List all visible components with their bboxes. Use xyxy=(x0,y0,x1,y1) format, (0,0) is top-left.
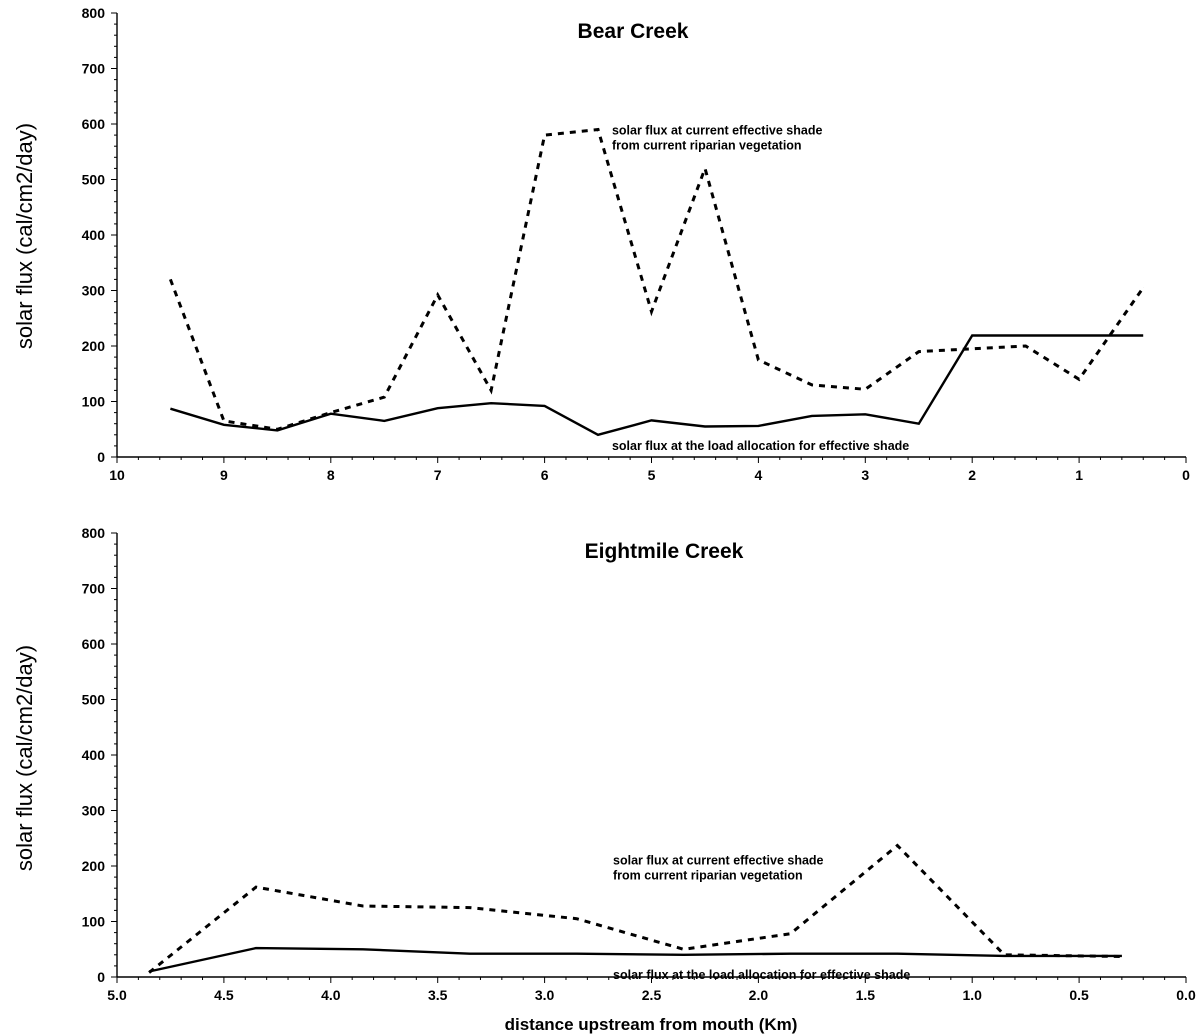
x-tick-label: 0.5 xyxy=(1069,987,1089,1003)
chart-title: Eightmile Creek xyxy=(585,540,744,563)
series-line-load-allocation xyxy=(148,946,1122,973)
x-axis-label: distance upstream from mouth (Km) xyxy=(505,1015,798,1034)
x-tick-label: 1.5 xyxy=(856,987,876,1003)
x-tick-label: 7 xyxy=(434,467,442,483)
annotation-text: from current riparian vegetation xyxy=(612,139,802,153)
y-tick-label: 500 xyxy=(82,172,106,188)
y-tick-label: 100 xyxy=(82,914,106,930)
x-tick-label: 9 xyxy=(220,467,228,483)
chart-title: Bear Creek xyxy=(578,20,689,43)
x-tick-label: 8 xyxy=(327,467,335,483)
annotation-text: solar flux at the load allocation for ef… xyxy=(612,439,909,453)
annotation-text: solar flux at the load allocation for ef… xyxy=(613,968,910,982)
y-tick-label: 0 xyxy=(97,449,105,465)
y-tick-label: 600 xyxy=(82,116,106,132)
y-tick-label: 200 xyxy=(82,858,106,874)
x-tick-label: 0 xyxy=(1182,467,1190,483)
x-tick-label: 4 xyxy=(755,467,763,483)
y-axis-label: solar flux (cal/cm2/day) xyxy=(12,123,37,349)
y-tick-label: 800 xyxy=(82,5,106,21)
x-tick-label: 2.5 xyxy=(642,987,662,1003)
annotation-text: solar flux at current effective shade xyxy=(612,124,823,138)
y-tick-label: 200 xyxy=(82,338,106,354)
x-tick-label: 2.0 xyxy=(749,987,769,1003)
panel-eightmile-creek: Eightmile Creek solar flux (cal/cm2/day)… xyxy=(12,525,1196,1034)
series-line-current-shade xyxy=(168,127,1145,431)
y-tick-label: 600 xyxy=(82,636,106,652)
series-line-load-allocation xyxy=(170,334,1144,437)
x-tick-label: 6 xyxy=(541,467,549,483)
y-tick-label: 700 xyxy=(82,581,106,597)
x-tick-label: 5 xyxy=(648,467,656,483)
x-tick-label: 4.0 xyxy=(321,987,341,1003)
annotation-text: from current riparian vegetation xyxy=(613,868,803,882)
x-tick-label: 1 xyxy=(1075,467,1083,483)
x-tick-label: 3 xyxy=(861,467,869,483)
x-tick-label: 0.0 xyxy=(1176,987,1196,1003)
x-tick-label: 5.0 xyxy=(107,987,127,1003)
x-tick-label: 3.0 xyxy=(535,987,555,1003)
x-tick-label: 2 xyxy=(968,467,976,483)
y-tick-label: 400 xyxy=(82,747,106,763)
x-tick-label: 4.5 xyxy=(214,987,234,1003)
y-tick-label: 500 xyxy=(82,692,106,708)
y-tick-label: 300 xyxy=(82,803,106,819)
y-axis-label: solar flux (cal/cm2/day) xyxy=(12,645,37,871)
y-tick-label: 400 xyxy=(82,227,106,243)
panel-bear-creek: Bear Creek solar flux (cal/cm2/day) 0100… xyxy=(12,5,1190,483)
x-tick-label: 3.5 xyxy=(428,987,448,1003)
y-tick-label: 300 xyxy=(82,283,106,299)
y-tick-label: 800 xyxy=(82,525,106,541)
annotation-text: solar flux at current effective shade xyxy=(613,853,824,867)
y-tick-label: 0 xyxy=(97,969,105,985)
x-tick-label: 10 xyxy=(109,467,125,483)
y-tick-label: 700 xyxy=(82,61,106,77)
x-tick-label: 1.0 xyxy=(962,987,982,1003)
y-tick-label: 100 xyxy=(82,394,106,410)
